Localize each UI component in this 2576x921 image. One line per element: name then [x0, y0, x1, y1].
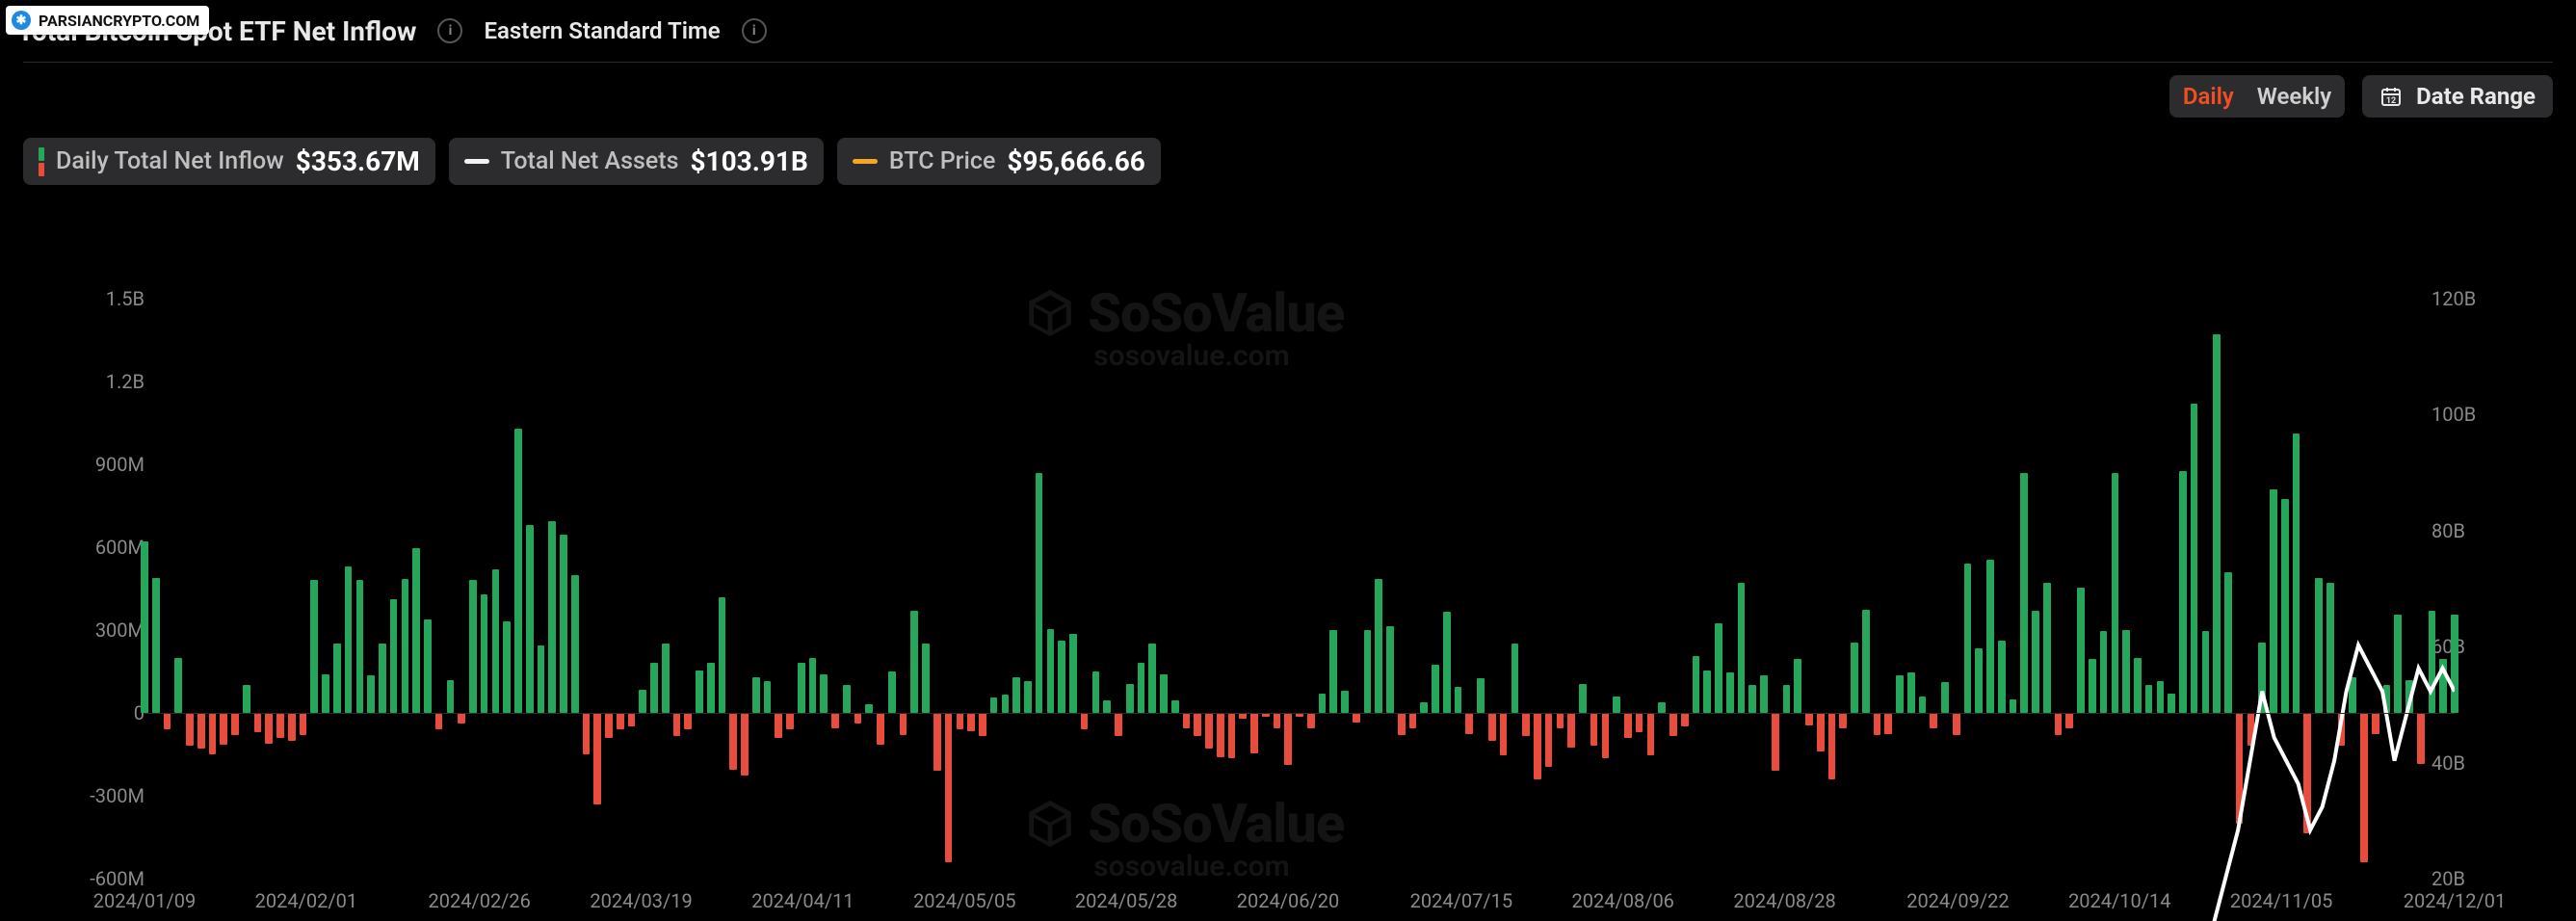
y-tick-label: 300M [39, 618, 145, 642]
brand-badge: ✱ PARSIANCRYPTO.COM [6, 6, 209, 35]
x-tick-label: 2024/07/15 [1410, 889, 1512, 912]
y-tick-label: 1.5B [39, 287, 145, 310]
info-icon[interactable]: i [742, 18, 767, 43]
x-tick-label: 2024/12/01 [2404, 889, 2506, 912]
timezone-label: Eastern Standard Time [484, 17, 720, 44]
interval-segment: Daily Weekly [2169, 75, 2345, 118]
bar-swatch-icon [39, 147, 44, 176]
y-tick-label: 1.2B [39, 370, 145, 393]
x-tick-label: 2024/09/22 [1906, 889, 2009, 912]
legend-value: $353.67M [296, 145, 420, 177]
legend-btc-price[interactable]: BTC Price $95,666.66 [837, 138, 1161, 185]
y-tick-label: -600M [39, 867, 145, 890]
legend-label: Total Net Assets [501, 147, 679, 175]
y-tick-label: -300M [39, 784, 145, 807]
y-axis-left: 1.5B1.2B900M600M300M0-300M-600M [39, 299, 145, 879]
chart-area: 1.5B1.2B900M600M300M0-300M-600M 120B100B… [39, 250, 2537, 919]
svg-text:12: 12 [2386, 96, 2396, 106]
x-tick-label: 2024/03/19 [590, 889, 692, 912]
calendar-icon: 12 [2379, 85, 2403, 108]
x-tick-label: 2024/02/26 [428, 889, 530, 912]
line-series [145, 299, 2455, 921]
net-assets-line [145, 645, 2455, 921]
x-axis: 2024/01/092024/02/012024/02/262024/03/19… [145, 886, 2455, 919]
x-tick-label: 2024/02/01 [255, 889, 357, 912]
x-tick-label: 2024/05/28 [1075, 889, 1177, 912]
brand-icon: ✱ [12, 11, 31, 30]
brand-label: PARSIANCRYPTO.COM [39, 12, 199, 30]
legend-label: BTC Price [889, 147, 996, 175]
x-tick-label: 2024/11/05 [2230, 889, 2332, 912]
legend-value: $103.91B [690, 145, 807, 177]
y-tick-label: 0 [39, 701, 145, 724]
tab-daily[interactable]: Daily [2183, 83, 2234, 110]
legend-net-assets[interactable]: Total Net Assets $103.91B [449, 138, 824, 185]
x-tick-label: 2024/05/05 [913, 889, 1015, 912]
plot-area[interactable]: SoSoValue sosovalue.com SoSoValue sosova… [145, 299, 2455, 879]
line-swatch-icon [853, 159, 878, 164]
y-tick-label: 900M [39, 453, 145, 476]
date-range-label: Date Range [2416, 83, 2536, 110]
x-tick-label: 2024/08/06 [1572, 889, 1674, 912]
legend-value: $95,666.66 [1007, 145, 1145, 177]
tab-weekly[interactable]: Weekly [2257, 83, 2331, 110]
x-tick-label: 2024/06/20 [1237, 889, 1339, 912]
x-tick-label: 2024/04/11 [751, 889, 854, 912]
info-icon[interactable]: i [437, 18, 462, 43]
legend-label: Daily Total Net Inflow [56, 147, 284, 175]
date-range-button[interactable]: 12 Date Range [2362, 75, 2553, 118]
legend-row: Daily Total Net Inflow $353.67M Total Ne… [23, 138, 2553, 185]
x-tick-label: 2024/10/14 [2068, 889, 2170, 912]
controls-row: Daily Weekly 12 Date Range [23, 63, 2553, 130]
header-bar: Total Bitcoin Spot ETF Net Inflow i East… [23, 0, 2553, 63]
x-tick-label: 2024/01/09 [93, 889, 196, 912]
line-swatch-icon [464, 159, 489, 164]
legend-net-inflow[interactable]: Daily Total Net Inflow $353.67M [23, 138, 435, 185]
x-tick-label: 2024/08/28 [1733, 889, 1835, 912]
y-tick-label: 600M [39, 536, 145, 559]
